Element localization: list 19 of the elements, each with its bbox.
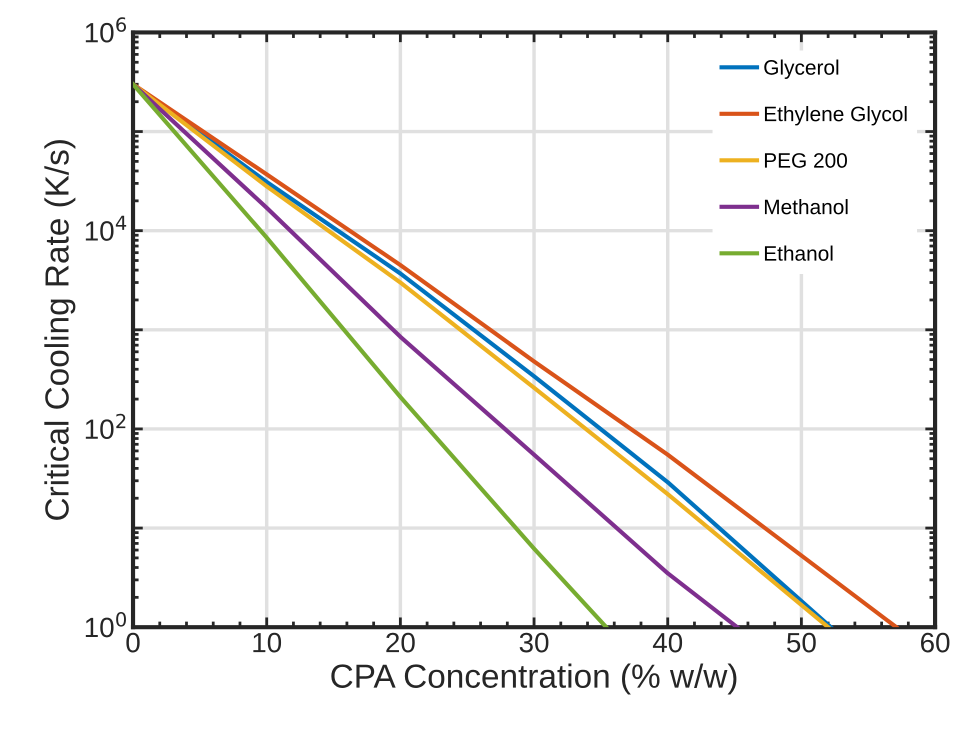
line-series [133,82,608,628]
y-tick-label: 10$^{0}$ [86,612,126,638]
y-tick-label: 10$^{2}$ [86,414,126,440]
x-tick-label: 10 [253,632,282,652]
x-tick-label: 40 [652,632,682,652]
y-tick-label: 10$^{6}$ [86,17,126,43]
x-tick-label: 50 [787,632,816,652]
x-tick-label: 30 [520,632,548,652]
x-tick-label: 0 [126,632,140,652]
legend-label: Ethanol [764,246,833,261]
x-axis-title: CPA Concentration (% w/w) [331,664,736,695]
legend-label: Methanol [764,199,848,214]
x-tick-label: 60 [921,632,950,652]
legend-label: Glycerol [764,60,838,79]
legend-label: PEG 200 [764,153,847,168]
legend-label: Ethylene Glycol [764,106,907,126]
y-tick-label: 10$^{4}$ [86,216,126,241]
y-axis-title: Critical Cooling Rate (K/s) [44,140,76,520]
x-tick-label: 20 [386,632,415,652]
